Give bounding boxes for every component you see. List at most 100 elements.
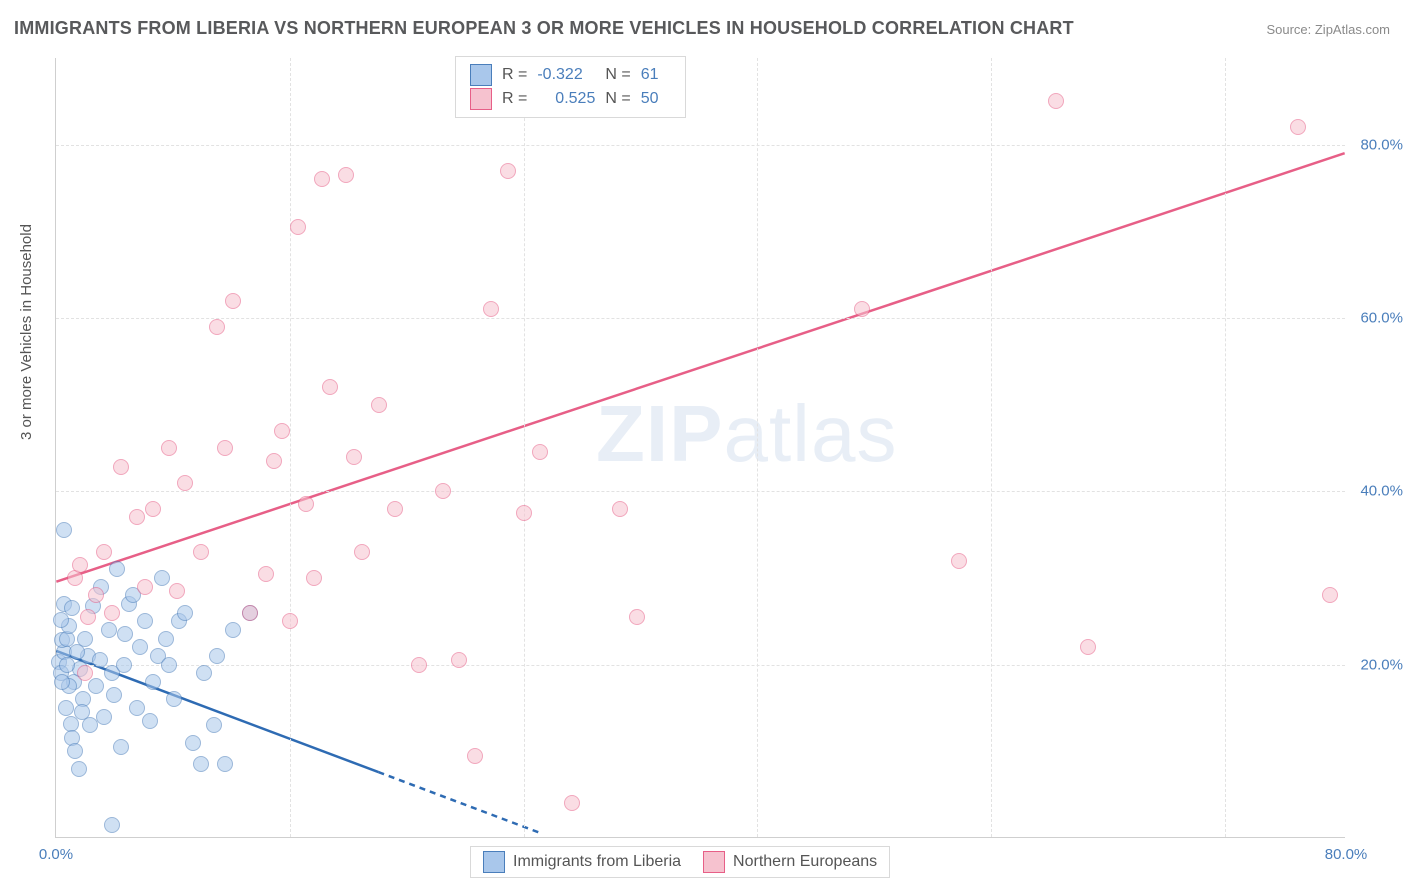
data-point [116, 657, 132, 673]
data-point [206, 717, 222, 733]
data-point [104, 817, 120, 833]
data-point [1322, 587, 1338, 603]
gridline-h [56, 665, 1345, 666]
data-point [209, 648, 225, 664]
data-point [56, 522, 72, 538]
data-point [92, 652, 108, 668]
ytick-label: 80.0% [1351, 136, 1403, 153]
data-point [225, 293, 241, 309]
xtick-label: 0.0% [39, 846, 73, 863]
data-point [387, 501, 403, 517]
legend: Immigrants from Liberia Northern Europea… [470, 846, 890, 878]
data-point [258, 566, 274, 582]
swatch-series-0 [470, 64, 492, 86]
data-point [1048, 93, 1064, 109]
gridline-h [56, 491, 1345, 492]
stats-row-series-1: R = 0.525 N = 50 [470, 87, 671, 111]
gridline-v [757, 58, 758, 837]
data-point [71, 761, 87, 777]
data-point [346, 449, 362, 465]
data-point [54, 674, 70, 690]
data-point [322, 379, 338, 395]
data-point [451, 652, 467, 668]
data-point [298, 496, 314, 512]
data-point [209, 319, 225, 335]
data-point [59, 657, 75, 673]
data-point [242, 605, 258, 621]
data-point [951, 553, 967, 569]
data-point [266, 453, 282, 469]
data-point [193, 544, 209, 560]
data-point [500, 163, 516, 179]
swatch-series-1 [470, 88, 492, 110]
scatter-plot: ZIPatlas 20.0%40.0%60.0%80.0%0.0%80.0% [55, 58, 1345, 838]
data-point [161, 440, 177, 456]
data-point [77, 631, 93, 647]
data-point [483, 301, 499, 317]
n-value-1: 50 [641, 87, 671, 111]
source-label: Source: ZipAtlas.com [1266, 22, 1390, 37]
data-point [113, 459, 129, 475]
gridline-h [56, 318, 1345, 319]
data-point [338, 167, 354, 183]
data-point [129, 509, 145, 525]
legend-item-0: Immigrants from Liberia [483, 851, 681, 873]
data-point [101, 622, 117, 638]
trend-lines [56, 58, 1345, 837]
data-point [96, 709, 112, 725]
data-point [1290, 119, 1306, 135]
watermark: ZIPatlas [596, 388, 897, 480]
data-point [58, 700, 74, 716]
data-point [67, 743, 83, 759]
data-point [217, 756, 233, 772]
data-point [435, 483, 451, 499]
xtick-label: 80.0% [1325, 846, 1368, 863]
gridline-v [1225, 58, 1226, 837]
data-point [564, 795, 580, 811]
data-point [532, 444, 548, 460]
data-point [177, 605, 193, 621]
data-point [64, 600, 80, 616]
data-point [411, 657, 427, 673]
data-point [88, 587, 104, 603]
swatch-legend-1 [703, 851, 725, 873]
chart-title: IMMIGRANTS FROM LIBERIA VS NORTHERN EURO… [14, 18, 1074, 39]
gridline-h [56, 145, 1345, 146]
data-point [225, 622, 241, 638]
swatch-legend-0 [483, 851, 505, 873]
data-point [854, 301, 870, 317]
data-point [166, 691, 182, 707]
gridline-v [991, 58, 992, 837]
data-point [371, 397, 387, 413]
data-point [185, 735, 201, 751]
data-point [314, 171, 330, 187]
ytick-label: 20.0% [1351, 656, 1403, 673]
data-point [74, 704, 90, 720]
ytick-label: 60.0% [1351, 310, 1403, 327]
ytick-label: 40.0% [1351, 483, 1403, 500]
data-point [145, 501, 161, 517]
data-point [193, 756, 209, 772]
legend-item-1: Northern Europeans [703, 851, 877, 873]
data-point [354, 544, 370, 560]
data-point [104, 605, 120, 621]
data-point [612, 501, 628, 517]
data-point [306, 570, 322, 586]
data-point [129, 700, 145, 716]
gridline-v [524, 58, 525, 837]
data-point [467, 748, 483, 764]
n-value-0: 61 [641, 63, 671, 87]
stats-row-series-0: R = -0.322 N = 61 [470, 63, 671, 87]
data-point [88, 678, 104, 694]
data-point [274, 423, 290, 439]
data-point [1080, 639, 1096, 655]
data-point [282, 613, 298, 629]
data-point [132, 639, 148, 655]
y-axis-title: 3 or more Vehicles in Household [18, 224, 35, 440]
data-point [158, 631, 174, 647]
data-point [137, 613, 153, 629]
data-point [154, 570, 170, 586]
data-point [142, 713, 158, 729]
data-point [145, 674, 161, 690]
data-point [196, 665, 212, 681]
